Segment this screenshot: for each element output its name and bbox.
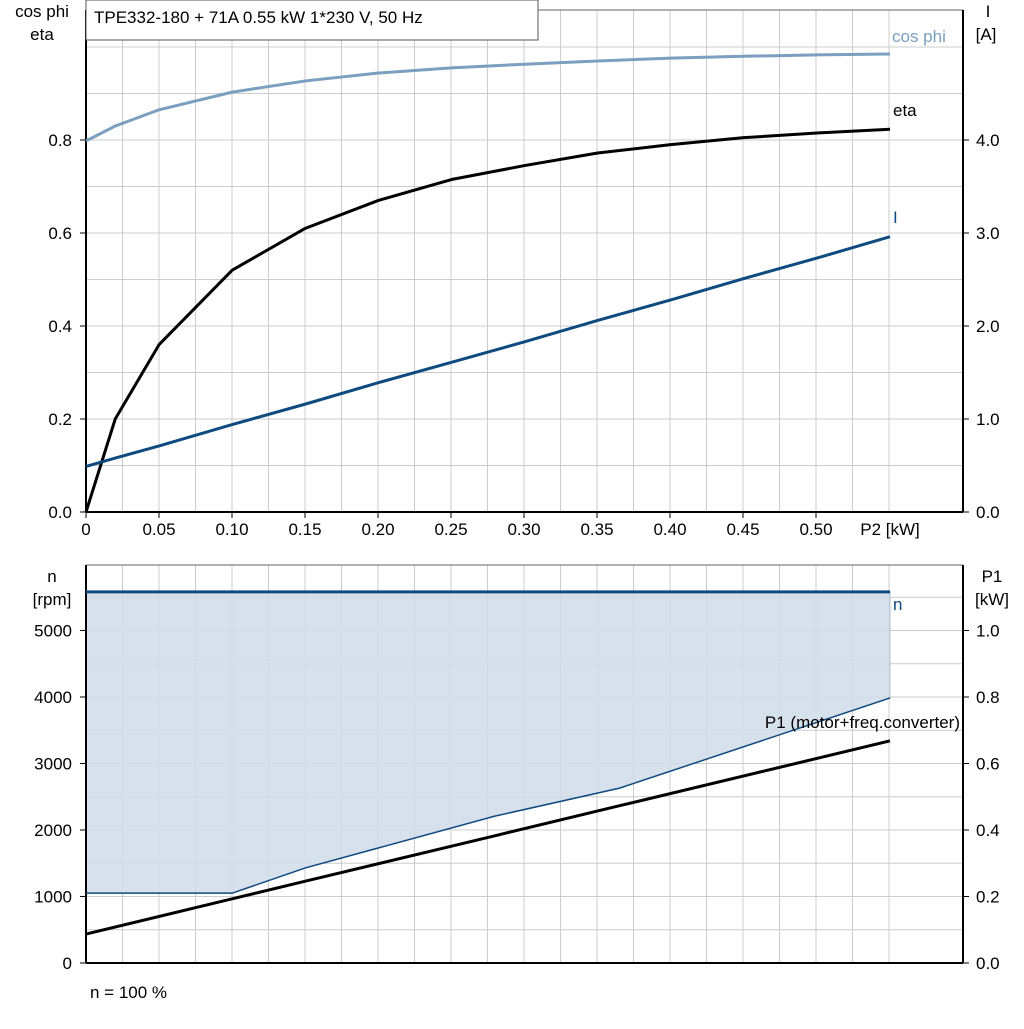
speed-curve-label: n [893,595,902,614]
y-tick-label-right: 2.0 [976,317,1000,336]
y-tick-label-right: 4.0 [976,131,1000,150]
cos-phi-curve [85,52,891,143]
x-tick-label: 0.25 [434,520,467,539]
x-tick-label: 0.50 [799,520,832,539]
y-tick-label-right: 0.6 [976,755,1000,774]
y-tick-label-left: 5000 [34,622,72,641]
p1-curve [85,739,891,936]
y-axis-label-right-P1: P1 [982,567,1003,586]
x-tick-label: 0.20 [361,520,394,539]
y-axis-label-right-I: I [986,2,991,21]
range-lower-curve [86,697,891,894]
y-tick-label-left: 0.8 [48,131,72,150]
y-tick-label-right: 1.0 [976,622,1000,641]
eta-curve [84,127,891,513]
y-axis-label-left-cosphi: cos phi [15,2,69,21]
y-tick-label-left: 2000 [34,821,72,840]
x-tick-label: 0.45 [726,520,759,539]
chart-title: TPE332-180 + 71A 0.55 kW 1*230 V, 50 Hz [94,8,423,27]
y-tick-label-left: 0.6 [48,224,72,243]
y-tick-label-left: 3000 [34,755,72,774]
y-axis-label-left-unit: [rpm] [33,590,72,609]
y-axis-label-left-n: n [47,567,56,586]
x-axis-label: P2 [kW] [860,520,920,539]
y-axis-label-right-unit: [kW] [975,590,1009,609]
title-box [85,0,539,41]
y-tick-label-right: 0.0 [976,503,1000,522]
p1-curve-label: P1 (motor+freq.converter) [765,713,960,732]
x-tick-label: 0 [81,520,90,539]
x-tick-label: 0.15 [288,520,321,539]
y-axis-label-left-eta: eta [30,25,54,44]
y-tick-label-right: 0.8 [976,688,1000,707]
x-tick-label: 0.30 [507,520,540,539]
current-curve [85,235,891,468]
eta-curve-label: eta [893,101,917,120]
x-tick-label: 0.35 [580,520,613,539]
y-tick-label-left: 0.2 [48,410,72,429]
y-axis-label-right-unit: [A] [976,25,997,44]
cos-phi-curve-label: cos phi [892,27,946,46]
x-tick-label: 0.10 [215,520,248,539]
y-tick-label-right: 0.4 [976,821,1000,840]
y-tick-label-left: 0 [63,954,72,973]
y-tick-label-right: 0.0 [976,954,1000,973]
y-tick-label-right: 3.0 [976,224,1000,243]
y-tick-label-right: 1.0 [976,410,1000,429]
y-tick-label-left: 1000 [34,888,72,907]
y-tick-label-left: 0.4 [48,317,72,336]
x-tick-label: 0.40 [653,520,686,539]
y-tick-label-right: 0.2 [976,888,1000,907]
y-tick-label-left: 4000 [34,688,72,707]
current-curve-label: I [893,208,898,227]
y-tick-label-left: 0.0 [48,503,72,522]
footer-note: n = 100 % [90,983,167,1002]
x-tick-label: 0.05 [142,520,175,539]
